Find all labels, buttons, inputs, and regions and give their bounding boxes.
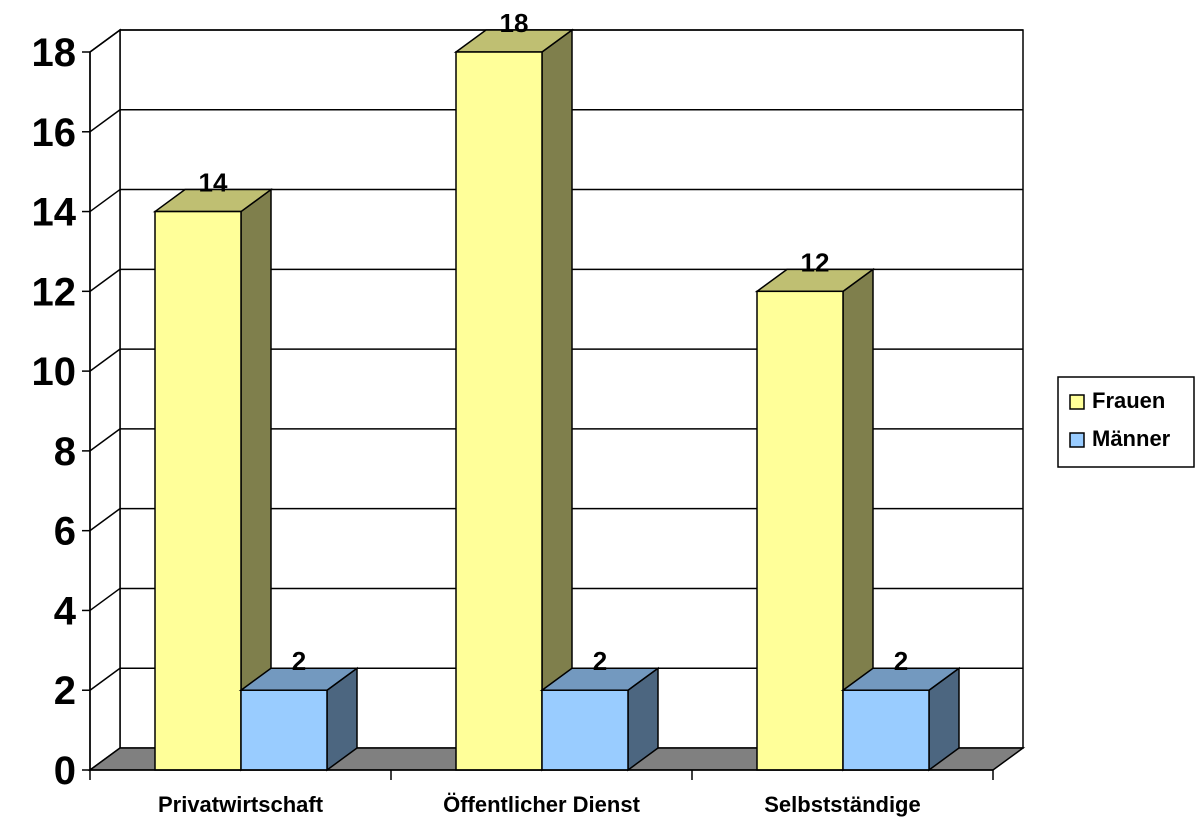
side-wall [89, 28, 121, 772]
bar-maenner [238, 666, 360, 772]
bar-front [541, 689, 629, 771]
y-tick-label: 4 [54, 589, 77, 633]
legend-label: Männer [1092, 426, 1171, 451]
y-tick-label: 14 [32, 191, 77, 235]
bar-front [842, 689, 930, 771]
x-tick-labels: Privatwirtschaft Öffentlicher Dienst Selbs… [158, 792, 921, 817]
legend-swatch [1069, 394, 1085, 410]
bar-side [541, 28, 573, 772]
y-tick-label: 2 [54, 669, 76, 713]
data-label: 18 [500, 8, 529, 38]
y-tick-label: 6 [54, 510, 76, 554]
y-tick-labels: 0 2 4 6 8 10 12 14 16 18 [32, 31, 77, 793]
x-tick-label: Privatwirtschaft [158, 792, 324, 817]
gridline-side [89, 508, 121, 532]
gridline-side [89, 667, 121, 691]
data-label: 14 [199, 168, 228, 198]
bar-frauen [754, 267, 876, 772]
y-tick-label: 8 [54, 430, 76, 474]
gridline-side [89, 29, 121, 53]
gridline-side [89, 268, 121, 292]
bar-front [240, 689, 328, 771]
gridline-side [89, 587, 121, 612]
bar-maenner [539, 666, 661, 772]
y-tick-label: 12 [32, 270, 77, 314]
data-label: 2 [593, 646, 607, 676]
y-tick-label: 10 [32, 350, 77, 394]
bar-front [154, 210, 242, 771]
x-tick-label: Selbstständige [764, 792, 920, 817]
legend-label: Frauen [1092, 388, 1165, 413]
data-labels: 14 2 18 2 12 2 [199, 8, 909, 676]
y-tick-label: 16 [32, 111, 77, 155]
axes [82, 51, 994, 780]
data-label: 2 [292, 646, 306, 676]
legend-swatch [1069, 432, 1085, 448]
y-tick-label: 18 [32, 31, 77, 75]
bar-frauen [152, 188, 274, 772]
gridline-side [89, 109, 121, 133]
bar-front [455, 51, 543, 771]
gridline-side [89, 188, 121, 213]
data-label: 12 [801, 247, 830, 277]
x-tick-label: Öffentlicher Dienst [443, 792, 640, 817]
bar-maenner [840, 666, 962, 772]
legend: Frauen Männer [1057, 376, 1195, 468]
y-tick-label: 0 [54, 749, 76, 793]
gridline-side [89, 348, 121, 372]
bars [152, 28, 962, 772]
bar-front [756, 290, 844, 771]
legend-box [1057, 376, 1195, 468]
gridline-side [89, 428, 121, 452]
data-label: 2 [894, 646, 908, 676]
bar-frauen [453, 28, 575, 772]
